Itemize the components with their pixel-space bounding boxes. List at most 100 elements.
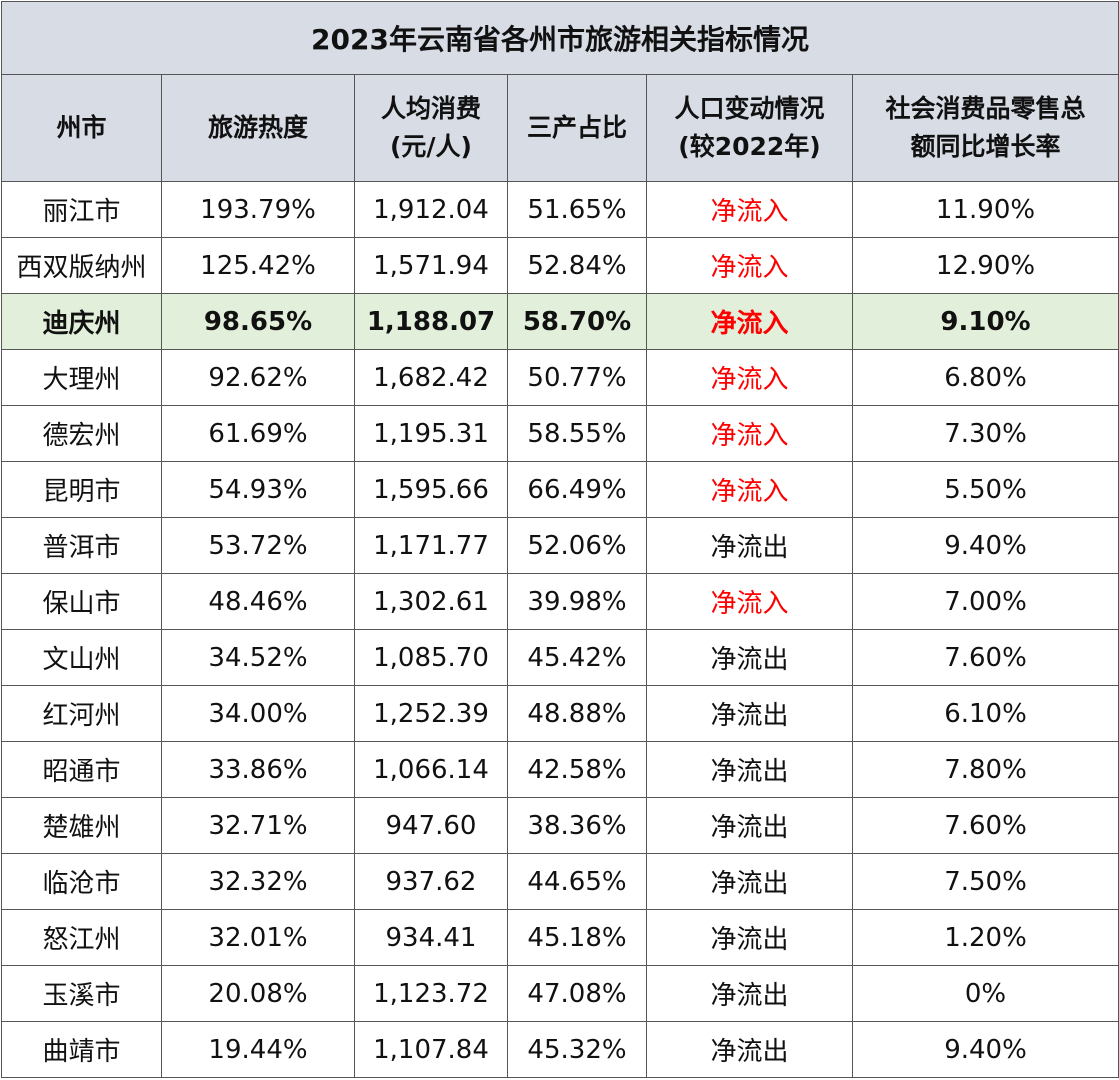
city-name-cell: 玉溪市 — [1, 965, 162, 1022]
header-line: 额同比增长率 — [910, 132, 1061, 161]
table-row: 西双版纳州 125.42% 1,571.94 52.84% 净流入 12.90% — [1, 237, 1119, 294]
header-retail-growth: 社会消费品零售总 额同比增长率 — [852, 74, 1119, 182]
table-row: 保山市 48.46% 1,302.61 39.98% 净流入 7.00% — [1, 573, 1119, 630]
retail-growth-cell: 7.60% — [852, 797, 1119, 854]
population-change-cell: 净流入 — [646, 181, 853, 238]
tourism-heat-cell: 48.46% — [161, 573, 355, 630]
retail-growth-cell: 7.50% — [852, 853, 1119, 910]
per-capita-spend-cell: 1,188.07 — [354, 293, 508, 350]
table-row: 丽江市 193.79% 1,912.04 51.65% 净流入 11.90% — [1, 181, 1119, 238]
city-name-cell: 丽江市 — [1, 181, 162, 238]
header-tourism-heat: 旅游热度 — [161, 74, 355, 182]
city-name-cell: 怒江州 — [1, 909, 162, 966]
population-change-cell: 净流入 — [646, 573, 853, 630]
population-change-cell: 净流出 — [646, 1021, 853, 1078]
city-name-cell: 西双版纳州 — [1, 237, 162, 294]
table-row: 怒江州 32.01% 934.41 45.18% 净流出 1.20% — [1, 909, 1119, 966]
city-name-cell: 昆明市 — [1, 461, 162, 518]
table-row: 楚雄州 32.71% 947.60 38.36% 净流出 7.60% — [1, 797, 1119, 854]
per-capita-spend-cell: 1,171.77 — [354, 517, 508, 574]
header-line: (元/人) — [390, 132, 472, 161]
population-change-cell: 净流出 — [646, 797, 853, 854]
tourism-heat-cell: 34.00% — [161, 685, 355, 742]
tertiary-share-cell: 47.08% — [507, 965, 647, 1022]
city-name-cell: 德宏州 — [1, 405, 162, 462]
city-name-cell: 临沧市 — [1, 853, 162, 910]
retail-growth-cell: 11.90% — [852, 181, 1119, 238]
table-title: 2023年云南省各州市旅游相关指标情况 — [1, 1, 1119, 75]
tertiary-share-cell: 58.55% — [507, 405, 647, 462]
tourism-heat-cell: 193.79% — [161, 181, 355, 238]
population-change-cell: 净流入 — [646, 461, 853, 518]
per-capita-spend-cell: 937.62 — [354, 853, 508, 910]
population-change-cell: 净流出 — [646, 909, 853, 966]
tourism-heat-cell: 61.69% — [161, 405, 355, 462]
tourism-heat-cell: 32.32% — [161, 853, 355, 910]
tourism-heat-cell: 32.71% — [161, 797, 355, 854]
table-row: 昆明市 54.93% 1,595.66 66.49% 净流入 5.50% — [1, 461, 1119, 518]
tertiary-share-cell: 66.49% — [507, 461, 647, 518]
retail-growth-cell: 7.60% — [852, 629, 1119, 686]
city-name-cell: 楚雄州 — [1, 797, 162, 854]
tertiary-share-cell: 50.77% — [507, 349, 647, 406]
per-capita-spend-cell: 1,195.31 — [354, 405, 508, 462]
city-name-cell: 曲靖市 — [1, 1021, 162, 1078]
tourism-heat-cell: 19.44% — [161, 1021, 355, 1078]
table-row: 红河州 34.00% 1,252.39 48.88% 净流出 6.10% — [1, 685, 1119, 742]
tourism-heat-cell: 125.42% — [161, 237, 355, 294]
tertiary-share-cell: 45.18% — [507, 909, 647, 966]
population-change-cell: 净流出 — [646, 685, 853, 742]
title-row: 2023年云南省各州市旅游相关指标情况 — [1, 1, 1119, 75]
table-row: 迪庆州 98.65% 1,188.07 58.70% 净流入 9.10% — [1, 293, 1119, 350]
retail-growth-cell: 0% — [852, 965, 1119, 1022]
per-capita-spend-cell: 1,085.70 — [354, 629, 508, 686]
tourism-heat-cell: 98.65% — [161, 293, 355, 350]
per-capita-spend-cell: 1,302.61 — [354, 573, 508, 630]
header-line: 人均消费 — [380, 94, 481, 123]
tourism-heat-cell: 92.62% — [161, 349, 355, 406]
table-row: 德宏州 61.69% 1,195.31 58.55% 净流入 7.30% — [1, 405, 1119, 462]
city-name-cell: 普洱市 — [1, 517, 162, 574]
table-row: 文山州 34.52% 1,085.70 45.42% 净流出 7.60% — [1, 629, 1119, 686]
tertiary-share-cell: 52.84% — [507, 237, 647, 294]
population-change-cell: 净流出 — [646, 629, 853, 686]
header-row: 州市 旅游热度 人均消费 (元/人) 三产占比 人口变动情况 (较2022年) 社会消费品零售… — [1, 74, 1119, 182]
table-row: 曲靖市 19.44% 1,107.84 45.32% 净流出 9.40% — [1, 1021, 1119, 1078]
tertiary-share-cell: 45.42% — [507, 629, 647, 686]
tertiary-share-cell: 42.58% — [507, 741, 647, 798]
city-name-cell: 文山州 — [1, 629, 162, 686]
population-change-cell: 净流入 — [646, 293, 853, 350]
table-body: 丽江市 193.79% 1,912.04 51.65% 净流入 11.90% 西双版纳州 12… — [1, 181, 1119, 1078]
retail-growth-cell: 5.50% — [852, 461, 1119, 518]
tertiary-share-cell: 38.36% — [507, 797, 647, 854]
header-line: 三产占比 — [526, 113, 627, 142]
population-change-cell: 净流出 — [646, 853, 853, 910]
tertiary-share-cell: 39.98% — [507, 573, 647, 630]
tertiary-share-cell: 48.88% — [507, 685, 647, 742]
retail-growth-cell: 6.80% — [852, 349, 1119, 406]
retail-growth-cell: 9.40% — [852, 1021, 1119, 1078]
per-capita-spend-cell: 1,107.84 — [354, 1021, 508, 1078]
per-capita-spend-cell: 1,066.14 — [354, 741, 508, 798]
tourism-heat-cell: 33.86% — [161, 741, 355, 798]
per-capita-spend-cell: 1,123.72 — [354, 965, 508, 1022]
table-row: 大理州 92.62% 1,682.42 50.77% 净流入 6.80% — [1, 349, 1119, 406]
table-row: 玉溪市 20.08% 1,123.72 47.08% 净流出 0% — [1, 965, 1119, 1022]
per-capita-spend-cell: 934.41 — [354, 909, 508, 966]
per-capita-spend-cell: 1,252.39 — [354, 685, 508, 742]
tertiary-share-cell: 58.70% — [507, 293, 647, 350]
header-line: (较2022年) — [678, 132, 821, 161]
retail-growth-cell: 9.40% — [852, 517, 1119, 574]
population-change-cell: 净流入 — [646, 405, 853, 462]
tertiary-share-cell: 44.65% — [507, 853, 647, 910]
population-change-cell: 净流出 — [646, 965, 853, 1022]
tourism-heat-cell: 32.01% — [161, 909, 355, 966]
table-row: 临沧市 32.32% 937.62 44.65% 净流出 7.50% — [1, 853, 1119, 910]
city-name-cell: 昭通市 — [1, 741, 162, 798]
population-change-cell: 净流入 — [646, 237, 853, 294]
retail-growth-cell: 7.30% — [852, 405, 1119, 462]
city-name-cell: 迪庆州 — [1, 293, 162, 350]
population-change-cell: 净流出 — [646, 741, 853, 798]
city-name-cell: 大理州 — [1, 349, 162, 406]
per-capita-spend-cell: 1,571.94 — [354, 237, 508, 294]
